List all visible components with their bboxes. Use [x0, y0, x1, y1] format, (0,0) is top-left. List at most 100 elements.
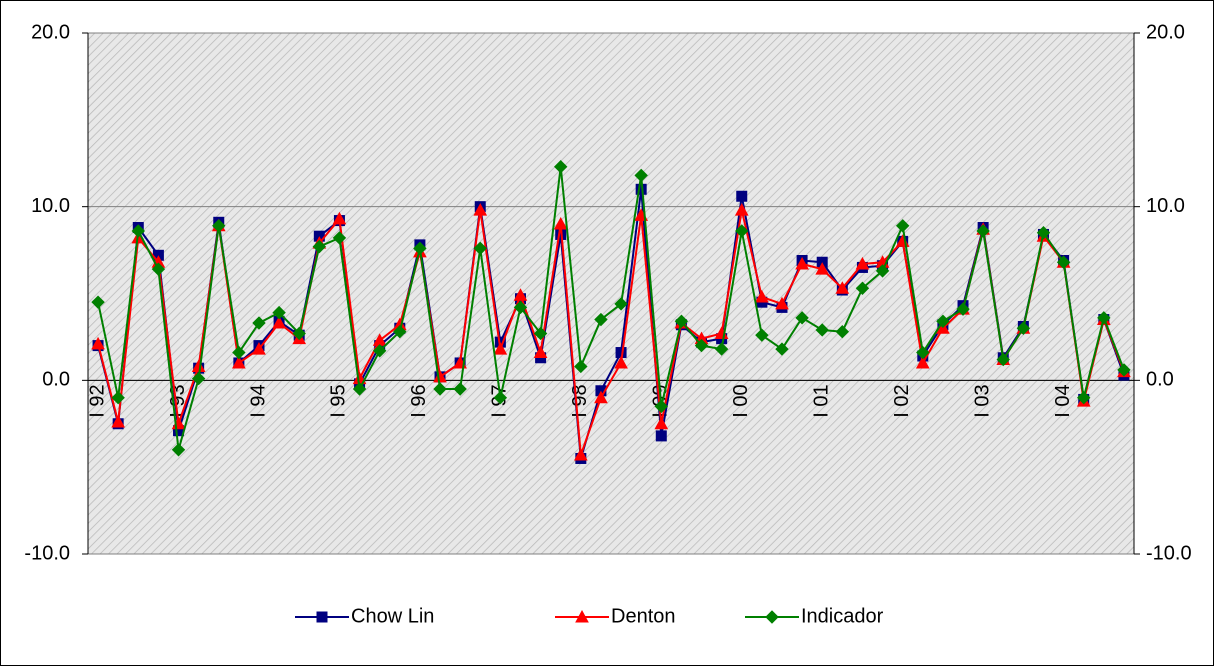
marker [332, 231, 347, 245]
marker [232, 345, 246, 360]
legend-label: Denton [611, 605, 676, 627]
marker [655, 430, 667, 442]
marker [915, 355, 930, 369]
y2-tick-label: 0.0 [1146, 369, 1174, 391]
x-tick-label: I 94 [247, 384, 269, 417]
marker [855, 256, 870, 270]
y2-tick-label: 20.0 [1146, 21, 1185, 43]
plot-area [87, 32, 1135, 555]
legend-marker [765, 610, 779, 624]
marker [131, 224, 145, 238]
x-tick-label: I 96 [408, 384, 430, 417]
series-line [97, 166, 1125, 451]
marker [312, 239, 327, 254]
y-tick-label: 20.0 [31, 21, 70, 43]
marker [1117, 363, 1131, 377]
x-tick-label: I 95 [328, 384, 350, 417]
marker [755, 328, 769, 342]
marker [895, 219, 910, 233]
marker [594, 390, 608, 404]
marker [533, 326, 548, 341]
legend-label: Chow Lin [351, 605, 434, 627]
marker [916, 345, 930, 360]
marker [513, 300, 528, 315]
y-tick-label: 0.0 [42, 369, 70, 391]
marker [654, 399, 668, 414]
y-tick-label: 10.0 [31, 195, 70, 217]
marker [634, 168, 648, 183]
marker [1016, 321, 1031, 335]
marker [855, 281, 870, 295]
marker [614, 355, 628, 369]
marker [694, 338, 709, 353]
marker [835, 281, 850, 294]
y2-tick-label: -10.0 [1146, 542, 1192, 564]
marker [996, 352, 1010, 367]
marker [252, 342, 266, 355]
marker [393, 324, 407, 339]
marker [835, 324, 850, 339]
marker [91, 336, 105, 350]
marker [332, 211, 347, 225]
marker [212, 219, 226, 233]
x-tick-label: I 01 [810, 384, 832, 417]
marker [734, 203, 749, 216]
marker [1056, 255, 1071, 269]
y-tick-label: -10.0 [24, 542, 70, 564]
marker [151, 262, 166, 276]
marker [553, 216, 568, 230]
x-tick-label: I 02 [891, 384, 913, 417]
marker [735, 224, 749, 238]
x-tick-label: I 03 [971, 384, 993, 417]
x-tick-label: I 00 [730, 384, 752, 417]
marker [714, 342, 729, 356]
marker [875, 264, 890, 278]
marker [473, 203, 488, 216]
legend-label: Indicador [801, 605, 884, 627]
marker [433, 369, 447, 383]
y2-tick-label: 10.0 [1146, 195, 1185, 217]
marker [573, 447, 588, 461]
marker [795, 311, 809, 325]
marker [1097, 311, 1111, 325]
marker [654, 416, 669, 430]
marker [493, 390, 508, 405]
x-tick-label: I 98 [569, 384, 591, 417]
x-tick-label: I 04 [1052, 384, 1074, 417]
marker [272, 305, 286, 320]
marker [533, 345, 548, 359]
marker [232, 355, 246, 369]
marker [554, 160, 568, 174]
marker [453, 382, 467, 396]
marker [614, 297, 628, 311]
marker [574, 359, 588, 374]
marker [736, 190, 748, 202]
marker [795, 256, 809, 270]
marker [815, 323, 829, 337]
marker [413, 241, 427, 256]
legend-marker [316, 611, 328, 623]
marker [433, 382, 447, 396]
marker [372, 344, 387, 358]
marker [976, 224, 990, 238]
series [91, 160, 1131, 457]
marker [594, 312, 608, 327]
x-tick-label: I 92 [86, 384, 108, 417]
marker [252, 316, 266, 330]
marker [111, 414, 126, 428]
marker [513, 288, 528, 301]
marker [815, 262, 830, 275]
marker [91, 295, 105, 309]
marker [1077, 390, 1091, 405]
marker [272, 315, 286, 329]
marker [775, 296, 789, 310]
marker [171, 443, 186, 457]
marker [936, 314, 950, 328]
legend-marker [575, 609, 589, 623]
marker [755, 289, 769, 303]
marker [191, 371, 206, 386]
marker [674, 314, 689, 328]
marker [111, 390, 125, 405]
marker [956, 302, 970, 316]
